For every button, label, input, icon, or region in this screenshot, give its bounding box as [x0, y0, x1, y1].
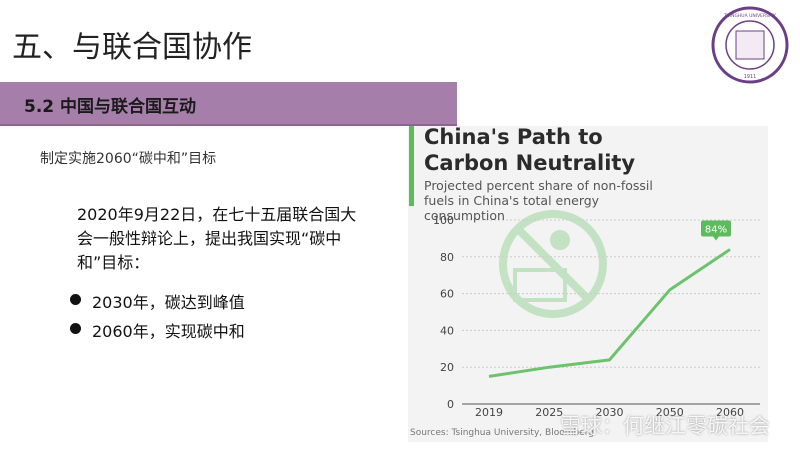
bullet-text: 2060年，实现碳中和 [92, 322, 245, 341]
value-label-text: 84% [705, 224, 727, 235]
x-tick-label: 2030 [596, 406, 624, 419]
chart-panel [408, 126, 768, 442]
watermark: 雪球：何继江零碳社会 [560, 414, 770, 438]
y-tick-label: 80 [440, 251, 454, 264]
section-bar [0, 82, 457, 126]
x-tick-label: 2025 [535, 406, 563, 419]
no-fossil-icon [499, 210, 607, 318]
bullet-text: 2030年，碳达到峰值 [92, 293, 245, 312]
logo: 1911 TSINGHUA UNIVERSITY [711, 6, 789, 84]
section-title: 5.2 中国与联合国互动 [24, 97, 197, 117]
goal-text: 制定实施2060“碳中和”目标 [40, 151, 217, 167]
value-label: 84% [701, 220, 731, 241]
y-tick-label: 40 [440, 324, 454, 337]
bullet-item: 2060年，实现碳中和 [70, 318, 245, 342]
chart-title: China's Path to Carbon Neutrality [424, 125, 636, 175]
x-tick-label: 2050 [656, 406, 684, 419]
logo-ring-text: TSINGHUA UNIVERSITY [723, 13, 776, 19]
x-tick-label: 2019 [475, 406, 503, 419]
value-label-box [701, 220, 731, 237]
y-tick-label: 0 [447, 398, 454, 411]
value-label-pointer [713, 236, 719, 241]
paragraph: 2020年9月22日，在七十五届联合国大会一般性辩论上，提出我国实现“碳中和”目… [77, 205, 357, 272]
y-tick-label: 100 [433, 214, 454, 227]
data-line [488, 248, 731, 378]
x-tick-label: 2060 [716, 406, 744, 419]
y-tick-label: 60 [440, 288, 454, 301]
logo-year: 1911 [744, 74, 757, 80]
accent-bar [409, 126, 414, 206]
chart-source: Sources: Tsinghua University, Bloomberg [410, 428, 594, 438]
chart-subtitle: Projected percent share of non-fossil fu… [424, 178, 653, 223]
slide-title: 五、与联合国协作 [12, 30, 252, 65]
bullet-item: 2030年，碳达到峰值 [70, 289, 245, 313]
y-tick-label: 20 [440, 361, 454, 374]
